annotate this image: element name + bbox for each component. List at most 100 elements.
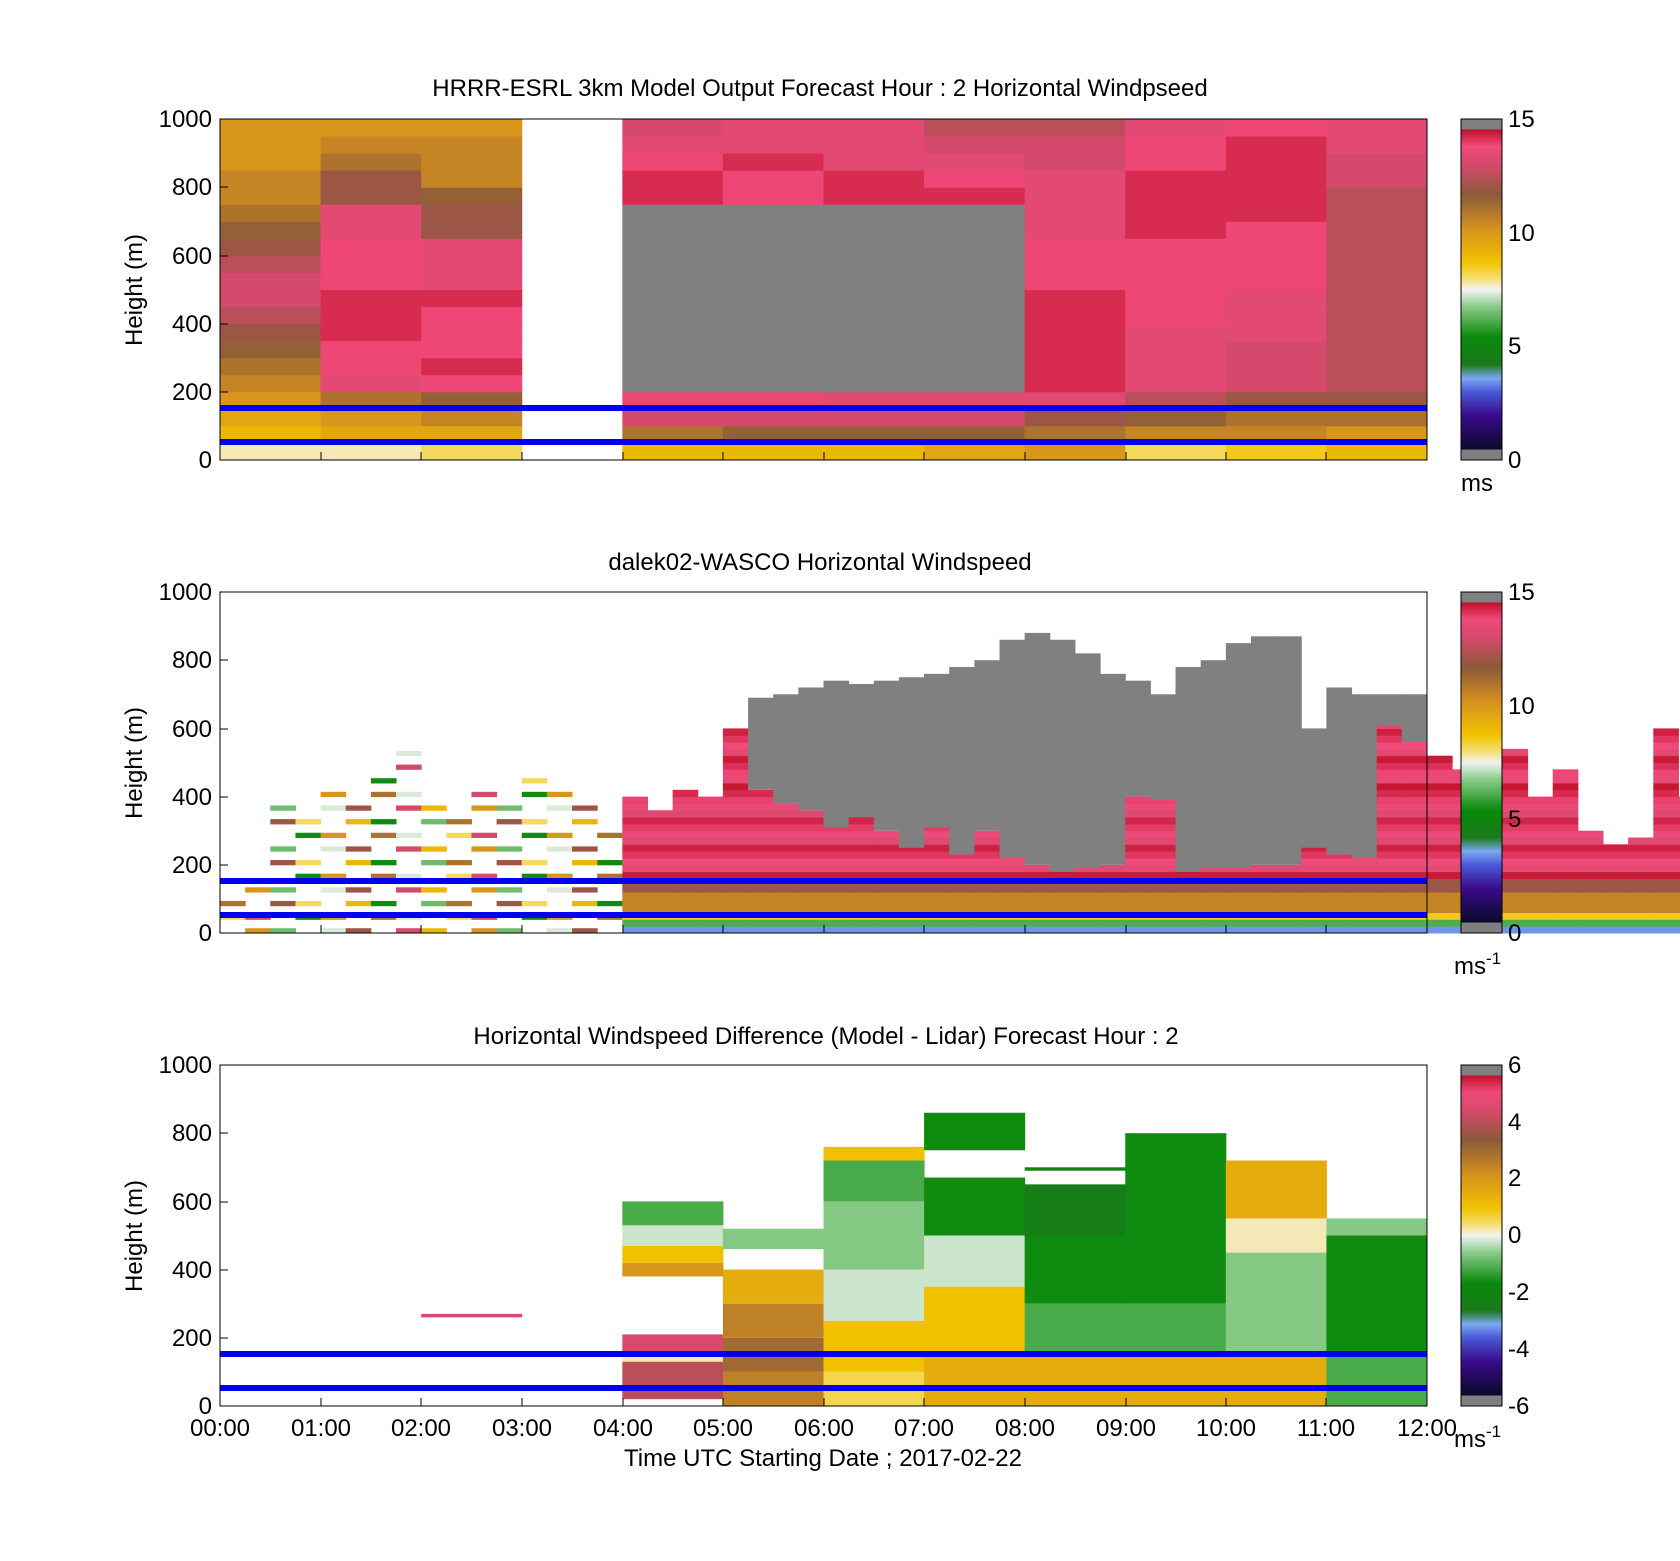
heatmap-cell	[345, 887, 372, 893]
heatmap-cell	[722, 810, 749, 818]
y-tick-label: 800	[172, 1120, 212, 1147]
heatmap-cell	[1527, 823, 1554, 832]
heatmap-cell	[823, 323, 925, 342]
heatmap-cell	[1653, 755, 1679, 763]
heatmap-cell	[622, 306, 724, 325]
heatmap-cell	[823, 885, 850, 893]
heatmap-cell	[823, 255, 925, 273]
heatmap-cell	[1326, 119, 1428, 137]
heatmap-cell	[999, 885, 1026, 893]
heatmap-cell	[546, 832, 573, 839]
heatmap-cell	[370, 778, 397, 784]
heatmap-cell	[1301, 898, 1327, 907]
heatmap-cell	[1125, 871, 1151, 879]
heatmap-cell	[1502, 851, 1529, 859]
heatmap-cell	[924, 864, 950, 873]
heatmap-cell	[1024, 306, 1126, 325]
heatmap-cell	[1376, 803, 1403, 811]
heatmap-cell	[1376, 892, 1403, 900]
heatmap-cell	[1225, 238, 1327, 256]
heatmap-cell	[1427, 789, 1453, 798]
heatmap-cell	[1653, 823, 1679, 832]
heatmap-cell	[1427, 857, 1453, 866]
heatmap-cell	[672, 844, 699, 852]
heatmap-cell	[722, 735, 749, 743]
heatmap-cell	[924, 119, 1026, 137]
y-tick-label: 200	[172, 1325, 212, 1352]
heatmap-cell	[1577, 912, 1604, 920]
heatmap-cell	[597, 832, 623, 839]
heatmap-cell	[1603, 898, 1629, 907]
heatmap-cell	[1427, 755, 1453, 763]
heatmap-cell	[1301, 885, 1327, 893]
heatmap-cell	[1401, 748, 1428, 757]
heatmap-cell	[974, 871, 1001, 879]
heatmap-cell	[924, 885, 950, 893]
heatmap-cell	[999, 864, 1026, 873]
heatmap-cell	[924, 238, 1026, 256]
heatmap-cell	[1502, 857, 1529, 866]
heatmap-cell	[1427, 926, 1453, 934]
heatmap-cell	[295, 832, 322, 839]
heatmap-cell	[823, 442, 925, 461]
colorbar-unit-base: ms	[1454, 1426, 1486, 1453]
heatmap-cell	[1326, 926, 1353, 934]
heatmap-cell	[622, 810, 648, 818]
heatmap-cell	[1552, 912, 1579, 920]
heatmap-cell	[1653, 776, 1679, 784]
colorbar-tick-label: -6	[1508, 1393, 1529, 1420]
heatmap-cell	[1125, 823, 1151, 832]
heatmap-cell	[1502, 823, 1529, 832]
heatmap-cell	[1225, 204, 1327, 222]
heatmap-cell	[722, 374, 824, 393]
heatmap-cell	[1376, 823, 1403, 832]
heatmap-cell	[924, 1235, 1026, 1287]
heatmap-cell	[722, 817, 749, 825]
heatmap-cell	[1527, 898, 1554, 907]
heatmap-cell	[496, 846, 523, 852]
no-data-cell	[974, 660, 1001, 831]
heatmap-cell	[647, 857, 674, 866]
heatmap-cell	[1603, 851, 1629, 859]
heatmap-cell	[722, 1303, 824, 1338]
heatmap-cell	[1427, 810, 1453, 818]
heatmap-cell	[1024, 221, 1126, 239]
heatmap-cell	[823, 857, 850, 866]
heatmap-cell	[421, 887, 447, 893]
heatmap-cell	[572, 846, 598, 852]
heatmap-cell	[823, 238, 925, 256]
heatmap-cell	[421, 374, 523, 393]
heatmap-cell	[320, 442, 422, 461]
heatmap-cell	[320, 272, 422, 290]
heatmap-cell	[1024, 272, 1126, 290]
heatmap-cell	[421, 272, 523, 290]
heatmap-cell	[622, 1334, 724, 1352]
heatmap-cell	[1175, 926, 1202, 934]
heatmap-cell	[396, 846, 422, 852]
heatmap-cell	[496, 805, 523, 811]
heatmap-cell	[898, 898, 925, 907]
heatmap-cell	[672, 898, 699, 907]
heatmap-cell	[1074, 864, 1101, 873]
heatmap-cell	[1326, 221, 1428, 239]
heatmap-cell	[320, 221, 422, 239]
heatmap-cell	[622, 803, 648, 811]
heatmap-cell	[1552, 898, 1579, 907]
heatmap-cell	[1125, 885, 1151, 893]
heatmap-cell	[949, 871, 975, 879]
heatmap-cell	[974, 830, 1001, 839]
heatmap-cell	[1125, 837, 1151, 845]
heatmap-cell	[1351, 871, 1378, 879]
heatmap-cell	[773, 919, 799, 927]
no-data-cell	[1175, 667, 1202, 872]
heatmap-cell	[320, 887, 347, 893]
heatmap-cell	[773, 810, 799, 818]
heatmap-cell	[1326, 1354, 1428, 1406]
panel-lidar: dalek02-WASCO Horizontal Windspeed 0 200…	[121, 549, 1680, 980]
heatmap-cell	[1326, 864, 1353, 873]
heatmap-cell	[949, 885, 975, 893]
heatmap-cell	[647, 864, 674, 873]
heatmap-cell	[622, 1225, 724, 1246]
x-tick-label: 03:00	[492, 1415, 552, 1442]
heatmap-cell	[1150, 905, 1177, 914]
